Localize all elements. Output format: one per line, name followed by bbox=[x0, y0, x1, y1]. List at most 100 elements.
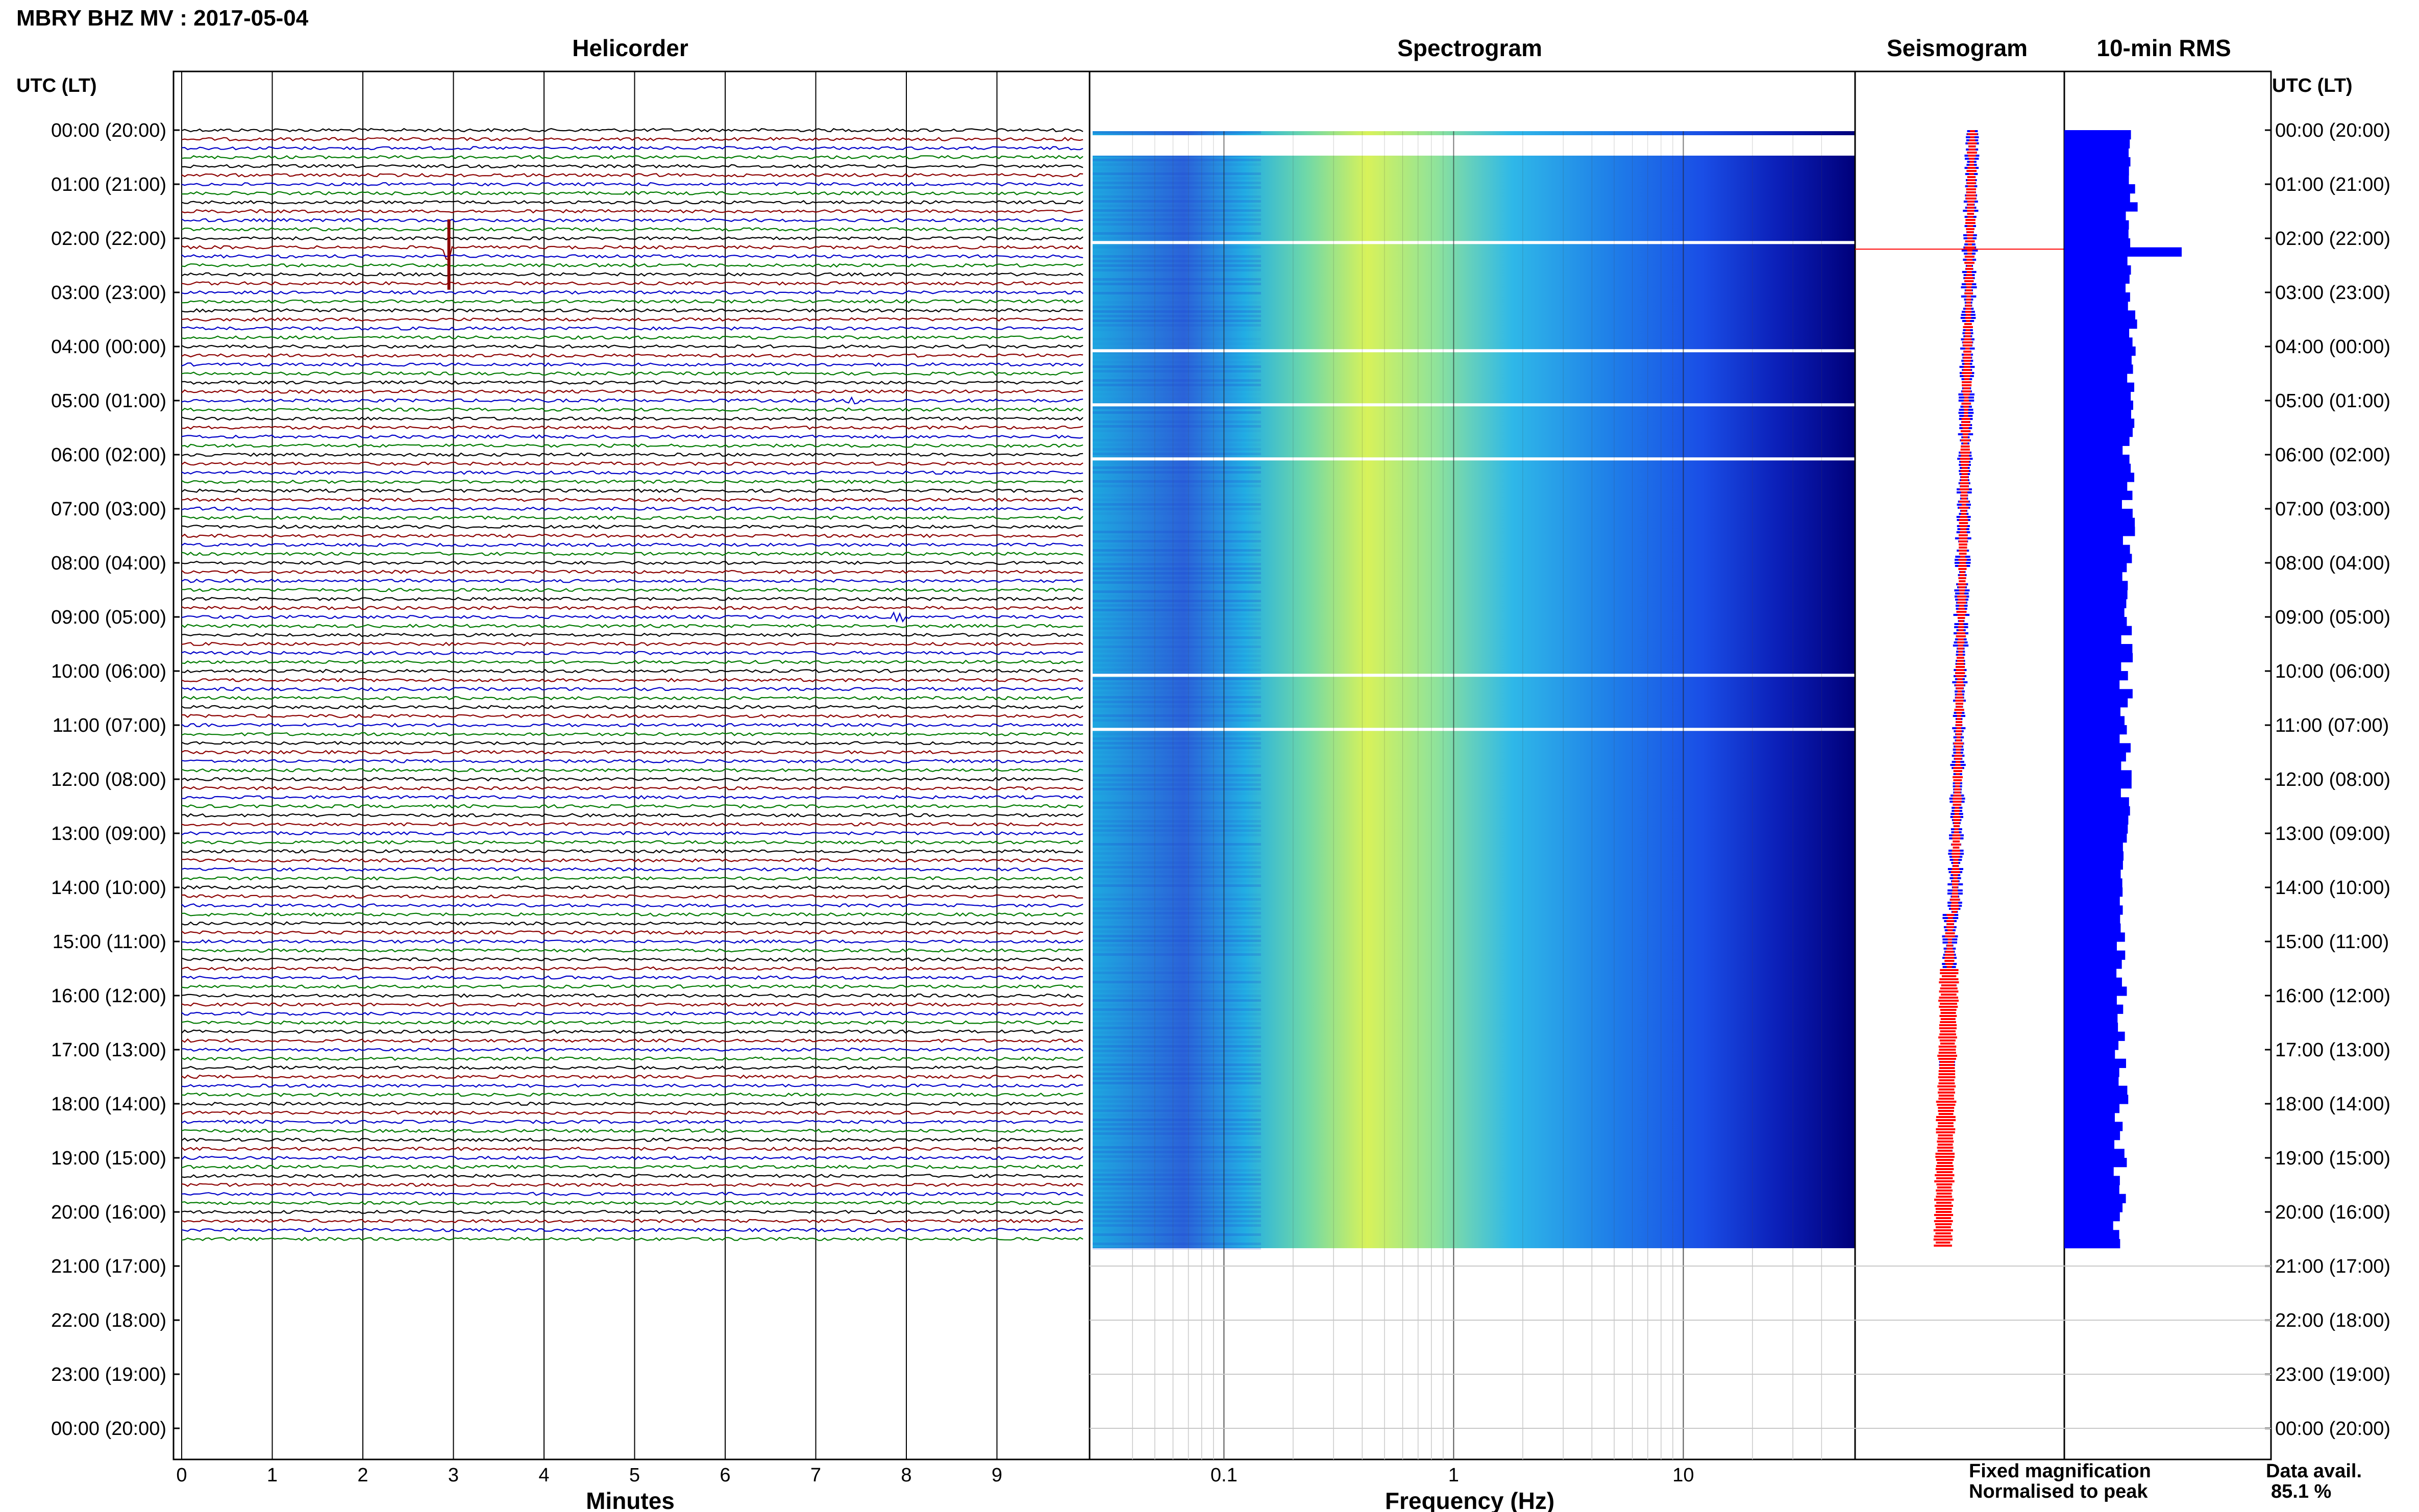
rms-bar bbox=[2064, 1221, 2113, 1230]
helicorder-trace bbox=[181, 371, 1083, 376]
rms-bar bbox=[2064, 436, 2130, 446]
helicorder-trace bbox=[181, 813, 1083, 817]
spectrogram-band bbox=[1093, 641, 1261, 643]
spectrogram-band bbox=[1093, 182, 1261, 184]
rms-bar bbox=[2064, 1167, 2114, 1176]
spectrogram-band bbox=[1093, 292, 1261, 294]
spectrogram-band bbox=[1093, 1183, 1261, 1185]
hour-tick-label-left: 08:00 (04:00) bbox=[51, 553, 166, 574]
helicorder-trace bbox=[181, 128, 1083, 133]
helicorder-trace bbox=[181, 1147, 1083, 1151]
spectrogram-band bbox=[1093, 453, 1261, 455]
rms-bar bbox=[2064, 698, 2128, 708]
spectrogram-band bbox=[1093, 347, 1261, 350]
spectrogram-band bbox=[1093, 531, 1261, 533]
rms-bar bbox=[2064, 635, 2121, 645]
rms-bar bbox=[2064, 1176, 2120, 1185]
rms-bar bbox=[2064, 1077, 2119, 1086]
legend-normalised-to-peak: Normalised to peak bbox=[1969, 1481, 2148, 1502]
helicorder-trace bbox=[181, 858, 1083, 863]
spectrogram-gap bbox=[1093, 135, 1855, 156]
spectrogram-band bbox=[1093, 806, 1261, 809]
helicorder-trace bbox=[181, 1209, 1083, 1214]
helicorder-trace bbox=[181, 767, 1083, 773]
spectrogram-band bbox=[1093, 1247, 1261, 1250]
rms-bar bbox=[2064, 761, 2121, 771]
spectrogram-band bbox=[1093, 1128, 1261, 1130]
panel-title-seismogram: Seismogram bbox=[1887, 35, 2028, 61]
spectrogram-band bbox=[1093, 586, 1261, 588]
spectrogram-band bbox=[1093, 779, 1261, 781]
spectrogram-band bbox=[1093, 916, 1261, 919]
spectrogram-band bbox=[1093, 1243, 1261, 1245]
spectrogram-band bbox=[1093, 687, 1261, 689]
helicorder-trace bbox=[181, 1056, 1083, 1061]
spectrogram-band bbox=[1093, 1210, 1261, 1213]
helicorder-trace bbox=[181, 506, 1083, 511]
hour-tick-label-left: 02:00 (22:00) bbox=[51, 228, 166, 250]
spectrogram-band bbox=[1093, 228, 1261, 230]
hour-tick-label-left: 20:00 (16:00) bbox=[51, 1202, 166, 1223]
helicorder-trace bbox=[181, 164, 1083, 169]
rms-bar bbox=[2064, 220, 2129, 230]
hour-tick-label-right: 17:00 (13:00) bbox=[2275, 1039, 2390, 1061]
rms-bar bbox=[2064, 941, 2117, 951]
spectrogram-band bbox=[1093, 912, 1261, 914]
helicorder-trace bbox=[181, 560, 1083, 565]
spectrogram-band bbox=[1093, 861, 1261, 864]
helicorder-trace bbox=[181, 236, 1083, 241]
rms-bar bbox=[2064, 734, 2120, 743]
helicorder-trace bbox=[181, 1011, 1083, 1016]
spectrogram-band bbox=[1093, 214, 1261, 216]
helicorder-trace bbox=[181, 1236, 1083, 1242]
spectrogram-band bbox=[1093, 783, 1261, 786]
helicorder-trace bbox=[181, 1038, 1083, 1043]
helicorder-trace bbox=[181, 939, 1083, 944]
rms-bar bbox=[2064, 418, 2135, 428]
spectrogram-band bbox=[1093, 848, 1261, 850]
helicorder-trace bbox=[181, 741, 1083, 746]
spectrogram-band bbox=[1093, 287, 1261, 290]
rms-bar bbox=[2064, 1058, 2126, 1068]
spectrogram-band bbox=[1093, 168, 1261, 170]
helicorder-trace bbox=[181, 1174, 1083, 1178]
spectrogram-image bbox=[1093, 131, 1855, 1249]
spectrogram-band bbox=[1093, 485, 1261, 487]
hour-tick-label-left: 18:00 (14:00) bbox=[51, 1094, 166, 1115]
rms-bar bbox=[2064, 355, 2132, 365]
rms-bar bbox=[2064, 428, 2133, 437]
spectrogram-band bbox=[1093, 1132, 1261, 1135]
helicorder-trace bbox=[181, 290, 1083, 295]
hour-tick-label-left: 10:00 (06:00) bbox=[51, 661, 166, 682]
spectrogram-band bbox=[1093, 1155, 1261, 1158]
hour-tick-label-right: 00:00 (20:00) bbox=[2275, 1418, 2390, 1440]
spectrogram-band bbox=[1093, 200, 1261, 203]
helicorder-trace bbox=[181, 569, 1083, 574]
rms-bar bbox=[2064, 707, 2120, 716]
helicorder-trace bbox=[181, 831, 1083, 836]
spectrogram-band bbox=[1093, 572, 1261, 575]
spectrogram-band bbox=[1093, 430, 1261, 432]
rms-bar bbox=[2064, 887, 2123, 897]
spectrogram-band bbox=[1093, 825, 1261, 827]
spectrogram-band bbox=[1093, 756, 1261, 758]
rms-bar bbox=[2064, 977, 2122, 987]
helicorder-trace bbox=[181, 1155, 1083, 1160]
spectrogram-band bbox=[1093, 898, 1261, 901]
time-axes: 00:00 (20:00) 00:00 (20:00) 01:00 (21:00) 0… bbox=[51, 120, 2390, 1440]
spectrogram-band bbox=[1093, 1054, 1261, 1057]
rms-bar bbox=[2064, 1194, 2126, 1203]
spectrogram-band bbox=[1093, 857, 1261, 859]
spectrogram-band bbox=[1093, 471, 1261, 474]
spectrogram-band bbox=[1093, 186, 1261, 189]
spectrogram-band bbox=[1093, 1119, 1261, 1121]
spectrogram-band bbox=[1093, 1008, 1261, 1011]
spectrogram-band bbox=[1093, 411, 1261, 414]
spectrogram-band bbox=[1093, 563, 1261, 565]
spectrogram-band bbox=[1093, 655, 1261, 657]
rms-bar bbox=[2064, 969, 2117, 978]
spectrogram-band bbox=[1093, 595, 1261, 598]
hour-tick-label-right: 16:00 (12:00) bbox=[2275, 985, 2390, 1007]
helicorder-trace bbox=[181, 795, 1083, 800]
helicorder-trace bbox=[181, 723, 1083, 728]
